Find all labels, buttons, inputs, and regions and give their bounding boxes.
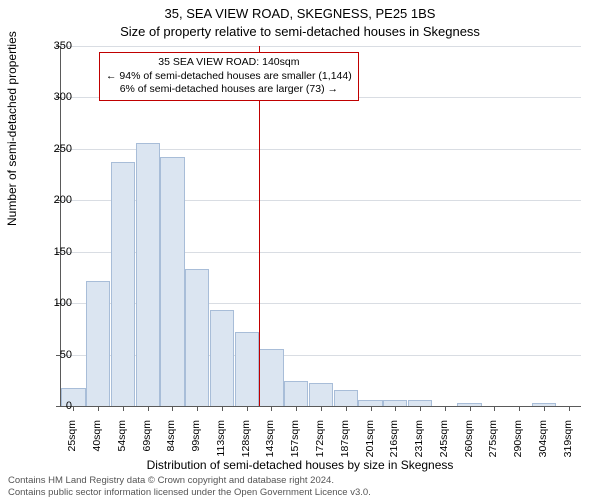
histogram-bar (284, 381, 308, 406)
ytick-label: 350 (32, 40, 72, 52)
xtick-label: 143sqm (264, 420, 276, 470)
ytick-label: 0 (32, 400, 72, 412)
ytick-label: 50 (32, 349, 72, 361)
xtick-mark (470, 406, 471, 411)
xtick-label: 40sqm (91, 420, 103, 470)
footer-attribution: Contains HM Land Registry data © Crown c… (8, 475, 371, 498)
xtick-mark (296, 406, 297, 411)
annotation-box: 35 SEA VIEW ROAD: 140sqm ← 94% of semi-d… (99, 52, 359, 101)
histogram-bar (111, 162, 135, 406)
histogram-bar (210, 310, 234, 406)
xtick-label: 113sqm (215, 420, 227, 470)
ytick-label: 150 (32, 246, 72, 258)
xtick-label: 216sqm (388, 420, 400, 470)
xtick-label: 69sqm (141, 420, 153, 470)
histogram-bar (160, 157, 184, 406)
histogram-bar (136, 143, 160, 406)
annotation-line-1: 35 SEA VIEW ROAD: 140sqm (106, 56, 352, 70)
ytick-label: 200 (32, 194, 72, 206)
histogram-bar (185, 269, 209, 406)
annotation-line-2: ← 94% of semi-detached houses are smalle… (106, 70, 352, 84)
chart-title-sub: Size of property relative to semi-detach… (0, 24, 600, 39)
histogram-bar (86, 281, 110, 406)
xtick-mark (346, 406, 347, 411)
xtick-mark (197, 406, 198, 411)
xtick-label: 128sqm (240, 420, 252, 470)
xtick-label: 201sqm (364, 420, 376, 470)
histogram-bar (334, 390, 358, 406)
xtick-mark (371, 406, 372, 411)
xtick-mark (123, 406, 124, 411)
xtick-label: 25sqm (66, 420, 78, 470)
xtick-label: 260sqm (463, 420, 475, 470)
xtick-mark (544, 406, 545, 411)
chart-container: 35, SEA VIEW ROAD, SKEGNESS, PE25 1BS Si… (0, 0, 600, 500)
histogram-bar (235, 332, 259, 406)
xtick-label: 245sqm (438, 420, 450, 470)
xtick-mark (494, 406, 495, 411)
xtick-mark (247, 406, 248, 411)
xtick-mark (445, 406, 446, 411)
xtick-mark (148, 406, 149, 411)
chart-title-main: 35, SEA VIEW ROAD, SKEGNESS, PE25 1BS (0, 6, 600, 21)
y-axis-label: Number of semi-detached properties (5, 31, 19, 226)
xtick-mark (395, 406, 396, 411)
xtick-label: 290sqm (512, 420, 524, 470)
footer-line-1: Contains HM Land Registry data © Crown c… (8, 475, 371, 486)
xtick-label: 304sqm (537, 420, 549, 470)
histogram-bar (259, 349, 283, 406)
xtick-label: 231sqm (413, 420, 425, 470)
xtick-label: 99sqm (190, 420, 202, 470)
xtick-label: 187sqm (339, 420, 351, 470)
xtick-mark (172, 406, 173, 411)
xtick-mark (222, 406, 223, 411)
xtick-mark (271, 406, 272, 411)
footer-line-2: Contains public sector information licen… (8, 487, 371, 498)
plot-area: 35 SEA VIEW ROAD: 140sqm ← 94% of semi-d… (60, 46, 581, 407)
gridline (61, 46, 581, 47)
xtick-label: 275sqm (487, 420, 499, 470)
xtick-label: 157sqm (289, 420, 301, 470)
ytick-label: 100 (32, 297, 72, 309)
xtick-label: 319sqm (562, 420, 574, 470)
ytick-label: 250 (32, 143, 72, 155)
xtick-mark (98, 406, 99, 411)
xtick-mark (420, 406, 421, 411)
xtick-label: 84sqm (165, 420, 177, 470)
xtick-label: 54sqm (116, 420, 128, 470)
histogram-bar (309, 383, 333, 406)
xtick-mark (73, 406, 74, 411)
annotation-line-3: 6% of semi-detached houses are larger (7… (106, 83, 352, 97)
xtick-mark (519, 406, 520, 411)
xtick-mark (321, 406, 322, 411)
xtick-label: 172sqm (314, 420, 326, 470)
ytick-label: 300 (32, 91, 72, 103)
xtick-mark (569, 406, 570, 411)
